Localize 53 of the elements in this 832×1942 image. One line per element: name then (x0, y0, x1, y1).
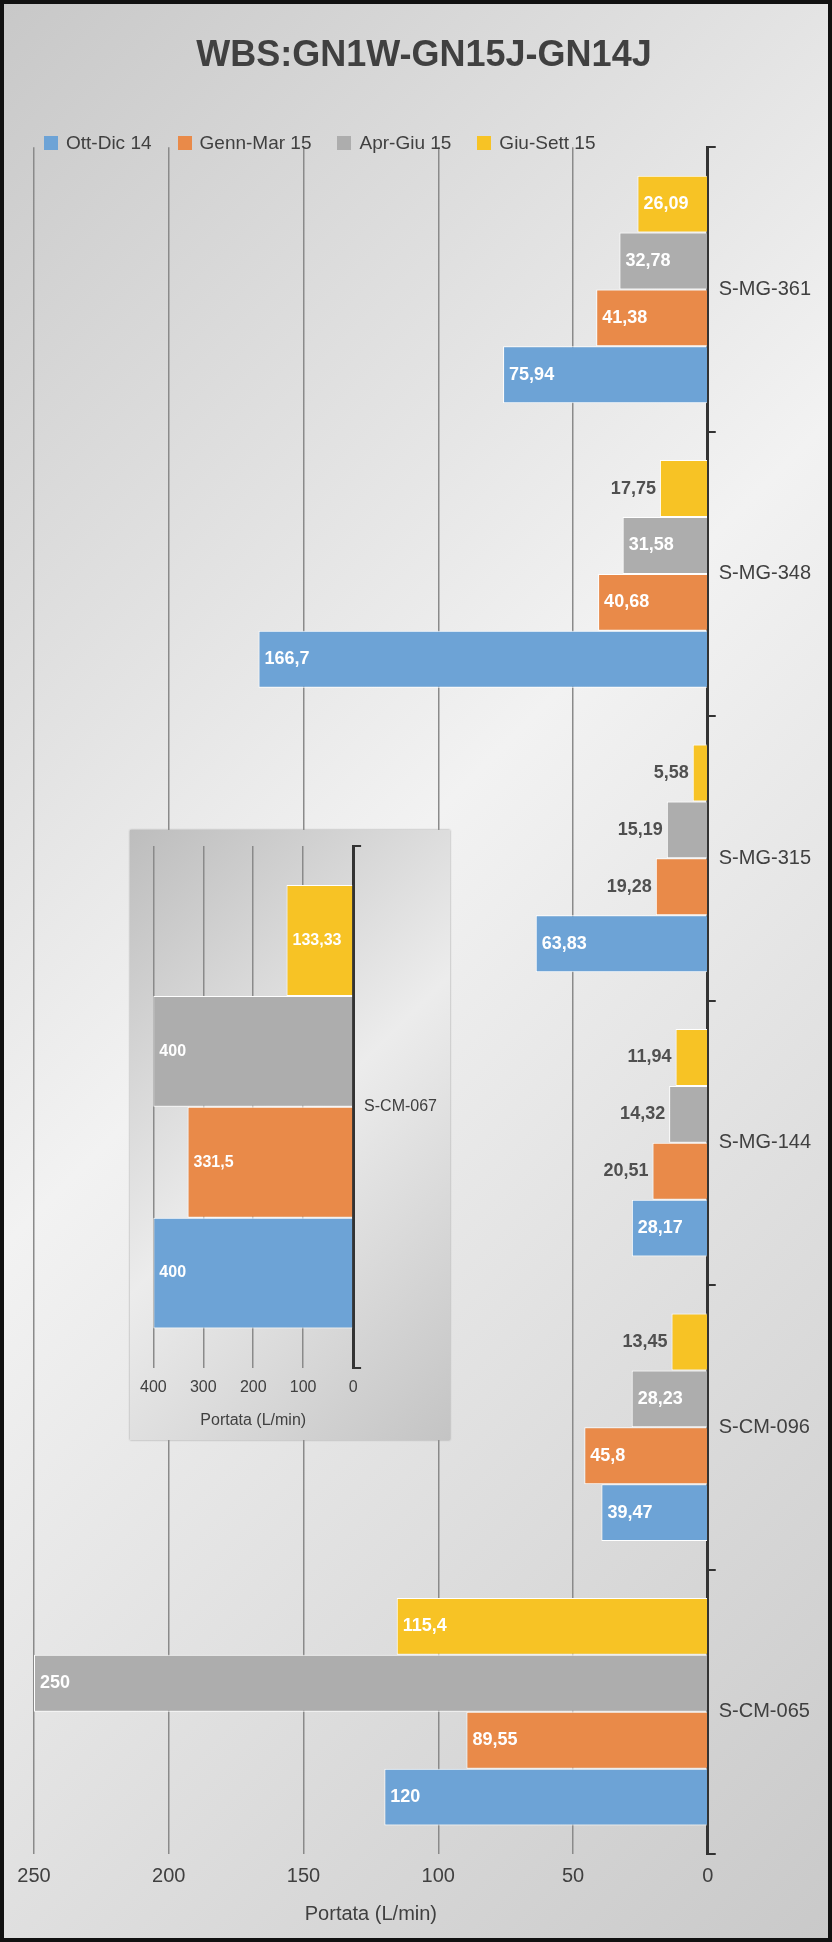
y-tick-label: S-MG-361 (718, 276, 811, 299)
data-label: 20,51 (603, 1160, 649, 1181)
data-label: 75,94 (509, 363, 555, 384)
data-label: 11,94 (627, 1046, 672, 1067)
data-label: 28,17 (637, 1217, 683, 1238)
data-label: 400 (159, 1263, 187, 1281)
x-tick-label: 400 (140, 1377, 167, 1395)
y-tick-label: S-CM-065 (718, 1699, 810, 1722)
x-tick-label: 200 (152, 1863, 186, 1886)
y-tick-label: S-CM-067 (364, 1097, 438, 1115)
x-tick-label: 200 (239, 1377, 267, 1395)
y-tick-label: S-MG-348 (718, 561, 811, 584)
y-tick-label: S-MG-144 (718, 1130, 811, 1153)
x-tick-label: 100 (289, 1377, 317, 1395)
data-label: 32,78 (625, 249, 671, 270)
x-tick-label: 100 (421, 1863, 455, 1886)
legend-label: Genn-Mar 15 (199, 132, 312, 154)
data-label: 5,58 (653, 762, 689, 782)
data-label: 14,32 (620, 1103, 666, 1124)
chart-title: WBS:GN1W-GN15J-GN14J (196, 32, 652, 74)
legend-label: Ott-Dic 14 (66, 132, 152, 154)
data-label: 28,23 (637, 1387, 683, 1408)
x-tick-label: 50 (561, 1863, 585, 1886)
data-label: 40,68 (604, 591, 650, 612)
y-tick-label: S-MG-315 (718, 845, 811, 868)
data-label: 120 (390, 1786, 421, 1807)
data-label: 250 (40, 1672, 71, 1693)
x-tick-label: 0 (348, 1377, 358, 1395)
y-tick-label: S-CM-096 (718, 1414, 810, 1437)
data-label: 41,38 (602, 306, 648, 327)
data-label: 39,47 (607, 1501, 653, 1522)
data-label: 89,55 (472, 1729, 518, 1750)
data-label: 17,75 (610, 477, 656, 498)
x-axis-title: Portata (L/min) (200, 1410, 307, 1428)
data-label: 45,8 (590, 1444, 626, 1465)
data-label: 13,45 (622, 1330, 668, 1351)
x-tick-label: 250 (17, 1863, 51, 1886)
x-tick-label: 300 (189, 1377, 217, 1395)
data-label: 26,09 (643, 193, 689, 214)
data-label: 400 (159, 1041, 187, 1059)
data-label: 15,19 (617, 818, 663, 839)
data-label: 63,83 (541, 932, 587, 953)
x-tick-label: 150 (286, 1863, 321, 1886)
legend-label: Giu-Sett 15 (499, 132, 596, 154)
data-label: 115,4 (402, 1615, 447, 1636)
data-label: 331,5 (193, 1152, 234, 1170)
data-label: 31,58 (628, 534, 674, 555)
data-label: 166,7 (264, 648, 310, 669)
x-tick-label: 0 (702, 1863, 714, 1886)
x-axis-title: Portata (L/min) (304, 1901, 438, 1924)
data-label: 19,28 (606, 875, 652, 896)
data-label: 133,33 (292, 930, 342, 948)
legend-label: Apr-Giu 15 (359, 132, 452, 154)
